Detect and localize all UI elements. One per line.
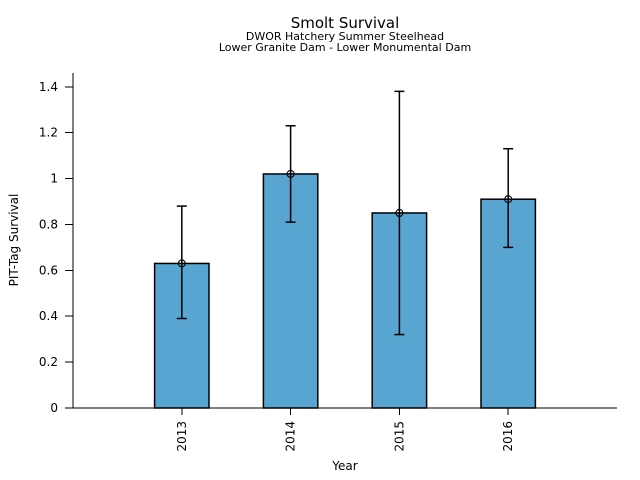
marker-2014 <box>286 169 295 179</box>
chart-title: Smolt Survival <box>291 14 400 32</box>
y-tick-label: 0.6 <box>39 263 58 277</box>
y-tick-label: 0 <box>50 401 58 415</box>
marker-2015 <box>395 208 404 218</box>
y-axis-label: PIT-Tag Survival <box>7 194 21 287</box>
y-tick-label: 1.4 <box>39 80 58 94</box>
x-tick-label: 2014 <box>284 421 298 452</box>
x-tick-label: 2016 <box>501 421 515 452</box>
y-tick-label: 0.2 <box>39 355 58 369</box>
y-tick-label: 1.2 <box>39 126 58 140</box>
chart-subtitle-line2: Lower Granite Dam - Lower Monumental Dam <box>219 41 471 54</box>
x-axis-label: Year <box>331 459 357 473</box>
plot-area: 0 0.2 0.4 0.6 0.8 1 1.2 1.4 2013 2014 2015 2016 <box>39 73 617 452</box>
marker-2016 <box>504 195 513 204</box>
y-tick-label: 0.8 <box>39 217 58 231</box>
x-tick-label: 2015 <box>392 421 406 452</box>
y-tick-label: 0.4 <box>39 309 58 323</box>
y-tick-label: 1 <box>50 172 58 186</box>
x-tick-label: 2013 <box>175 421 189 452</box>
marker-2013 <box>177 259 186 268</box>
chart-subtitle-line1: DWOR Hatchery Summer Steelhead <box>246 30 444 43</box>
